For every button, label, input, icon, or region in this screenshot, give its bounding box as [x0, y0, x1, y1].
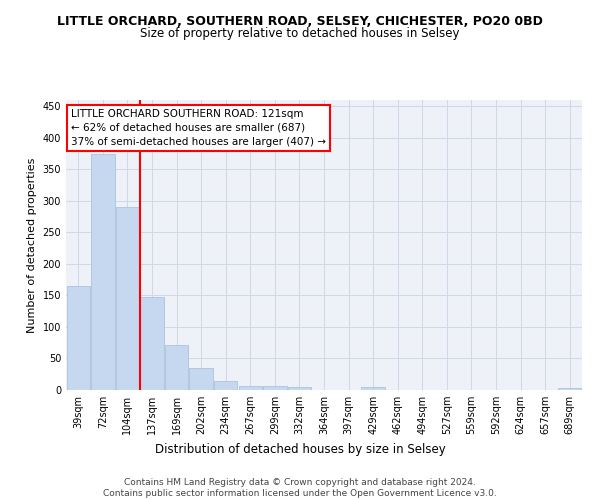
Bar [239, 386, 262, 390]
Bar [214, 381, 238, 390]
Text: Size of property relative to detached houses in Selsey: Size of property relative to detached ho… [140, 28, 460, 40]
Bar [190, 368, 213, 390]
Y-axis label: Number of detached properties: Number of detached properties [27, 158, 37, 332]
Bar [558, 388, 581, 390]
Bar [91, 154, 115, 390]
Text: Distribution of detached houses by size in Selsey: Distribution of detached houses by size … [155, 442, 445, 456]
Bar [288, 387, 311, 390]
Text: Contains HM Land Registry data © Crown copyright and database right 2024.
Contai: Contains HM Land Registry data © Crown c… [103, 478, 497, 498]
Text: LITTLE ORCHARD SOUTHERN ROAD: 121sqm
← 62% of detached houses are smaller (687)
: LITTLE ORCHARD SOUTHERN ROAD: 121sqm ← 6… [71, 108, 326, 146]
Text: LITTLE ORCHARD, SOUTHERN ROAD, SELSEY, CHICHESTER, PO20 0BD: LITTLE ORCHARD, SOUTHERN ROAD, SELSEY, C… [57, 15, 543, 28]
Bar [116, 207, 139, 390]
Bar [361, 388, 385, 390]
Bar [263, 386, 287, 390]
Bar [165, 344, 188, 390]
Bar [140, 296, 164, 390]
Bar [67, 286, 90, 390]
